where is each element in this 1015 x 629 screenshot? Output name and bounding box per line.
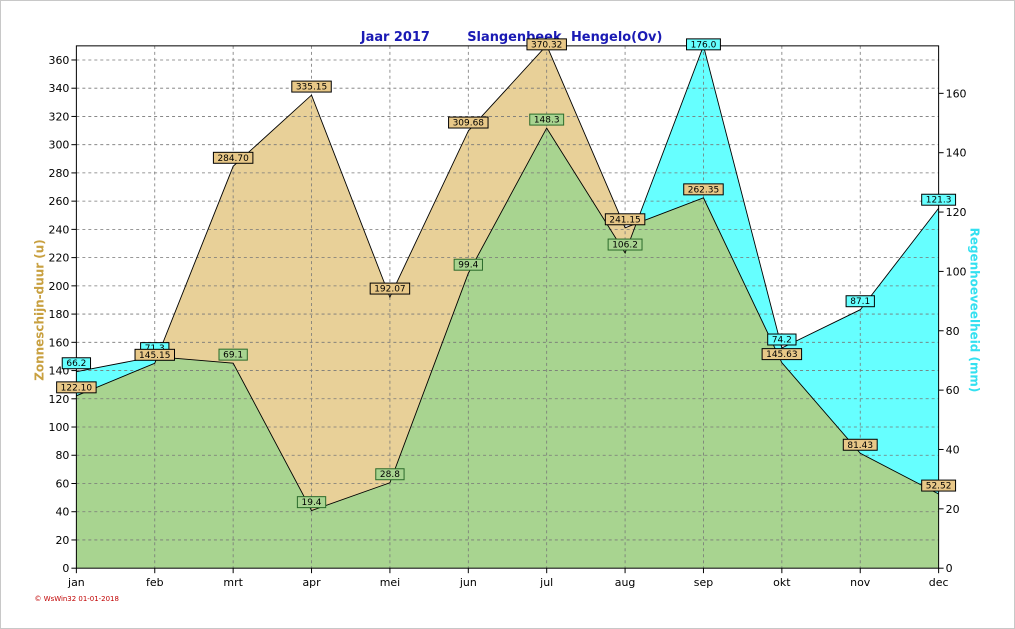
data-label-rain-box [61, 357, 92, 370]
data-label-rain: 66.2 [66, 359, 86, 369]
x-tick-label: jan [67, 576, 85, 589]
y-axis-label-left: Zonneschijn-duur (u) [32, 239, 46, 380]
y-tick-label-left: 320 [48, 110, 69, 123]
data-label-sunshine: 81.43 [847, 441, 873, 451]
y-tick-label-left: 120 [48, 393, 69, 406]
x-tick-label: jul [539, 576, 553, 589]
data-label-rain-overlap-box [218, 348, 248, 361]
data-label-rain-overlap: 28.8 [380, 470, 400, 480]
y-tick-label-right: 140 [946, 147, 967, 160]
data-label-rain-overlap: 106.2 [612, 241, 638, 251]
y-tick-label-left: 340 [48, 82, 69, 95]
footer-stamp: © WsWin32 01-01-2018 [35, 595, 119, 603]
x-tick-label: jun [459, 576, 477, 589]
y-tick-label-left: 220 [48, 252, 69, 265]
data-label-rain-overlap: 69.1 [223, 351, 243, 361]
data-label-rain-overlap: 148.3 [534, 116, 560, 126]
plot-area: 0204060801001201401601802002202402602803… [48, 38, 967, 589]
data-label-sunshine: 370.32 [531, 40, 562, 50]
data-label-rain: 121.3 [926, 196, 952, 206]
data-label-rain: 87.1 [850, 297, 870, 307]
y-tick-label-left: 40 [55, 506, 69, 519]
data-label-sunshine: 284.70 [217, 154, 249, 164]
data-label-sunshine-box [448, 116, 489, 129]
data-label-sunshine-box [526, 38, 567, 51]
data-label-sunshine: 241.15 [609, 215, 640, 225]
data-label-rain-overlap-box [375, 468, 405, 481]
data-label-rain-box [921, 193, 957, 206]
data-label-rain-overlap-box [529, 113, 565, 126]
data-label-rain: 176.0 [691, 40, 717, 50]
data-label-sunshine: 122.10 [61, 383, 93, 393]
data-label-sunshine-box [842, 438, 878, 451]
y-tick-label-right: 0 [946, 562, 953, 575]
y-tick-label-left: 300 [48, 139, 69, 152]
y-tick-label-left: 240 [48, 223, 69, 236]
data-label-rain: 74.2 [772, 335, 792, 345]
data-label-rain-box [686, 38, 721, 51]
y-tick-label-left: 280 [48, 167, 69, 180]
data-label-rain-overlap: 99.4 [458, 261, 478, 271]
data-label-sunshine: 262.35 [688, 185, 719, 195]
data-label-sunshine-box [56, 381, 97, 394]
y-tick-label-left: 160 [48, 336, 69, 349]
data-label-sunshine-box [134, 348, 175, 361]
data-label-rain-overlap: 19.4 [302, 498, 322, 508]
y-tick-label-left: 100 [48, 421, 69, 434]
y-tick-label-left: 20 [55, 534, 69, 547]
sunshine-line [76, 44, 939, 495]
y-tick-label-left: 360 [48, 54, 69, 67]
chart-title-year: Jaar 2017 [360, 30, 430, 45]
y-tick-label-left: 0 [62, 562, 69, 575]
x-tick-label: okt [773, 576, 791, 589]
x-tick-label: mei [380, 576, 400, 589]
y-tick-label-left: 200 [48, 280, 69, 293]
data-label-rain-box [845, 295, 875, 308]
plot-frame [75, 45, 940, 569]
y-tick-label-right: 100 [946, 265, 967, 278]
y-tick-label-left: 80 [55, 449, 69, 462]
x-tick-label: mrt [223, 576, 243, 589]
data-label-sunshine-box [604, 213, 646, 226]
data-label-sunshine: 335.15 [296, 83, 327, 93]
data-label-sunshine: 145.15 [139, 351, 170, 361]
x-tick-label: dec [929, 576, 949, 589]
x-tick-label: sep [694, 576, 713, 589]
data-label-sunshine: 192.07 [374, 285, 405, 295]
x-tick-label: feb [146, 576, 164, 589]
overlap-area [76, 128, 939, 569]
y-tick-label-left: 260 [48, 195, 69, 208]
data-label-sunshine-box [921, 479, 957, 492]
data-label-rain-overlap-box [453, 258, 483, 271]
y-axis-label-right: Regenhoeveelheid (mm) [968, 228, 982, 393]
y-tick-label-left: 60 [55, 477, 69, 490]
data-label-sunshine-box [212, 151, 254, 164]
chart-title-station: Slangenbeek, Hengelo(Ov) [467, 30, 662, 45]
y-tick-label-left: 180 [48, 308, 69, 321]
x-tick-label: aug [615, 576, 636, 589]
data-label-sunshine-box [291, 80, 332, 93]
data-label-rain-overlap-box [607, 238, 643, 251]
data-label-sunshine-box [369, 282, 411, 295]
y-tick-label-right: 20 [946, 503, 960, 516]
data-label-rain-overlap-box [296, 496, 327, 509]
y-tick-label-right: 60 [946, 384, 960, 397]
data-label-sunshine: 52.52 [926, 482, 952, 492]
y-tick-label-right: 40 [946, 443, 960, 456]
x-tick-label: apr [302, 576, 321, 589]
y-tick-label-right: 80 [946, 325, 960, 338]
data-label-rain-box [767, 333, 797, 346]
data-label-sunshine-box [683, 183, 724, 196]
data-label-sunshine: 145.63 [766, 350, 797, 360]
y-tick-label-right: 120 [946, 206, 967, 219]
data-label-sunshine: 309.68 [453, 119, 485, 129]
y-tick-label-right: 160 [946, 87, 967, 100]
data-label-sunshine-box [761, 348, 803, 361]
x-tick-label: nov [850, 576, 871, 589]
